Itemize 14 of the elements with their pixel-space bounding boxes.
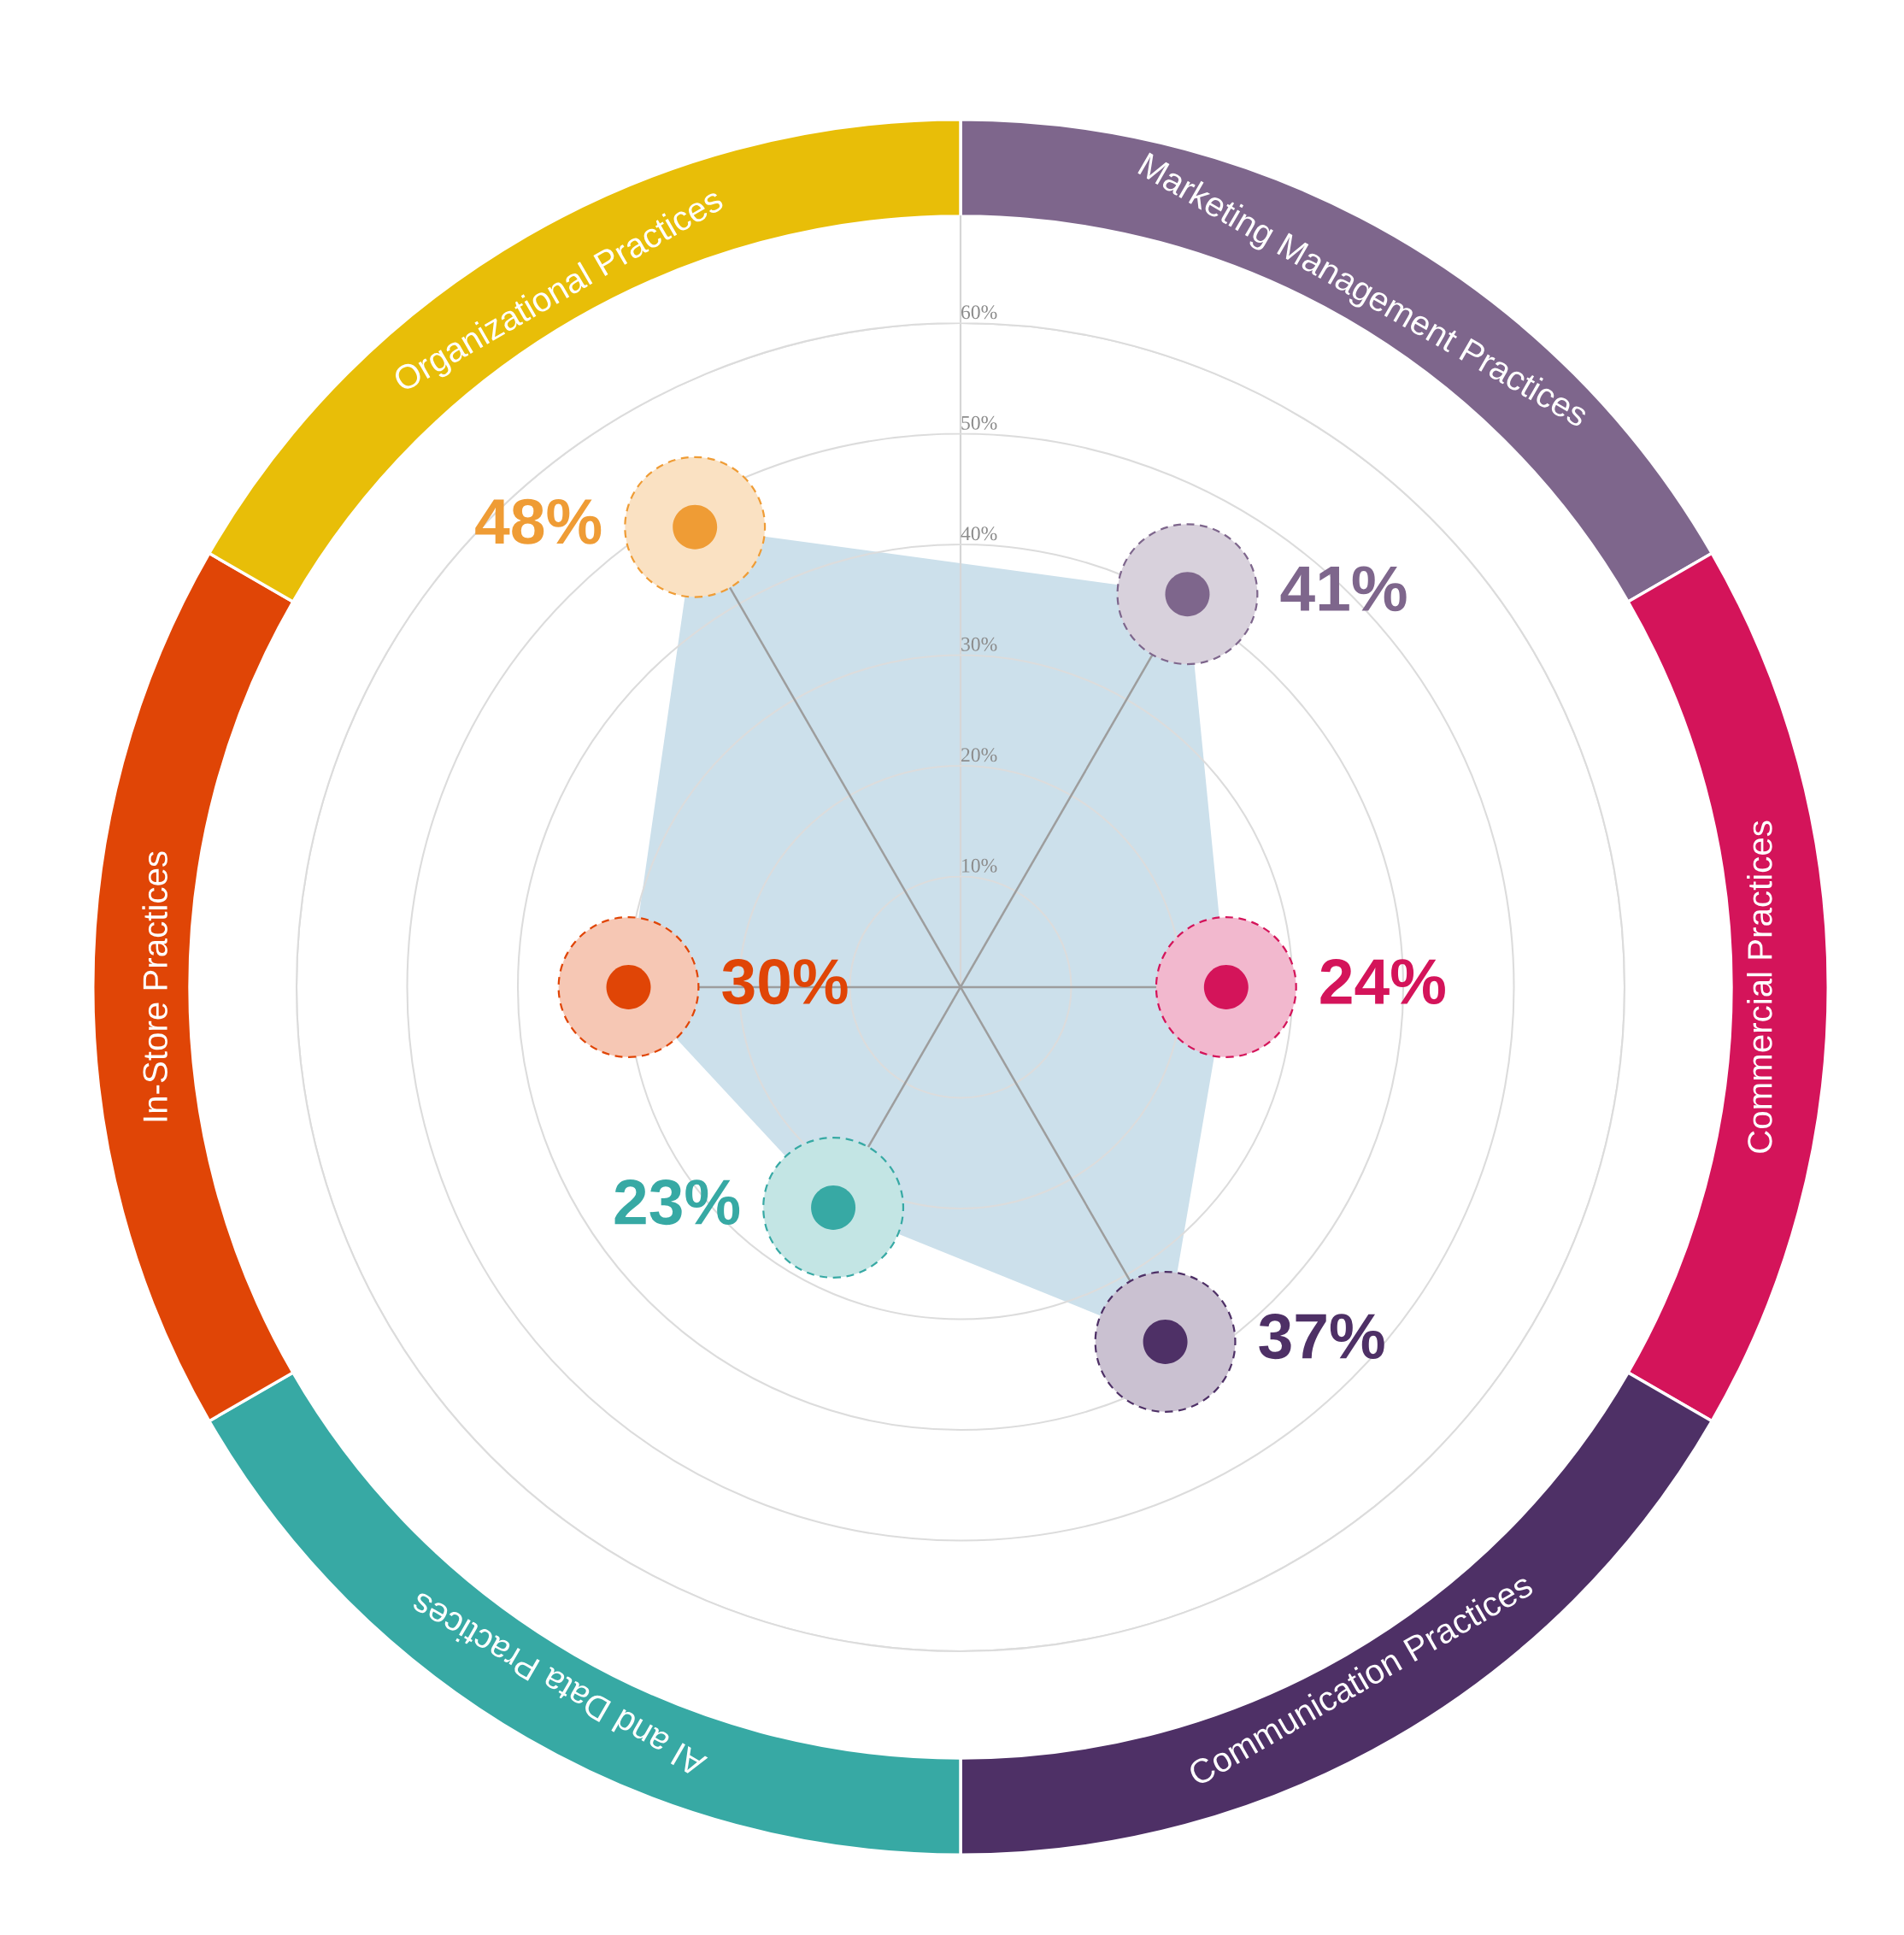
y-tick-label: 20% [961, 748, 997, 762]
data-label: 23% [614, 1179, 740, 1226]
spoke-label: In-Store Practices [142, 851, 167, 1121]
y-tick-label: 60% [961, 305, 997, 320]
data-label: 37% [1259, 1313, 1384, 1360]
y-tick-label: 40% [961, 526, 997, 541]
y-tick-label: 50% [961, 415, 997, 430]
spoke-label: Commercial Practices [1747, 820, 1772, 1153]
data-label: 41% [1280, 566, 1407, 612]
y-tick-label: 10% [962, 858, 997, 873]
data-label: 48% [475, 498, 602, 544]
y-tick-label: 30% [961, 637, 997, 651]
data-label: 30% [722, 959, 848, 1005]
data-label: 24% [1320, 959, 1445, 1004]
